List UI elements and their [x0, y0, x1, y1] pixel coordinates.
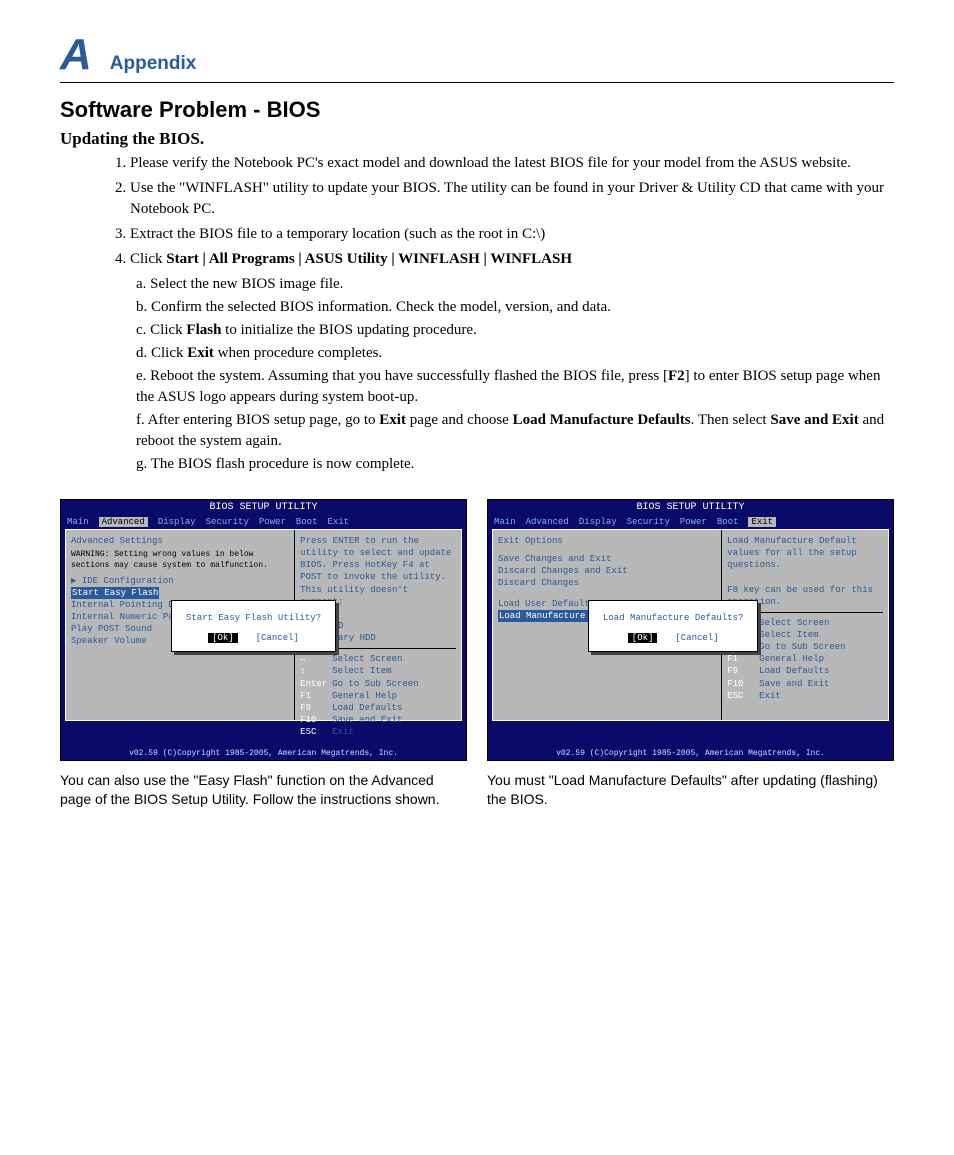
- ok-button[interactable]: [Ok]: [208, 633, 238, 643]
- tab-boot[interactable]: Boot: [296, 517, 318, 527]
- tab-security[interactable]: Security: [206, 517, 249, 527]
- screenshot-right: BIOS SETUP UTILITY Main Advanced Display…: [487, 499, 894, 809]
- tab-display[interactable]: Display: [158, 517, 196, 527]
- bios-right: BIOS SETUP UTILITY Main Advanced Display…: [487, 499, 894, 761]
- dialog-text: Load Manufacture Defaults?: [603, 613, 743, 623]
- menu-ide[interactable]: ▶ IDE Configuration: [71, 575, 289, 587]
- sub-c: c. Click Flash to initialize the BIOS up…: [136, 320, 894, 341]
- tab-advanced[interactable]: Advanced: [99, 517, 148, 527]
- tab-exit[interactable]: Exit: [748, 517, 776, 527]
- cancel-button[interactable]: [Cancel]: [256, 633, 299, 643]
- caption-left: You can also use the "Easy Flash" functi…: [60, 771, 467, 809]
- step-1: Please verify the Notebook PC's exact mo…: [130, 153, 894, 174]
- section-title: Software Problem - BIOS: [60, 97, 894, 123]
- menu-discard[interactable]: Discard Changes: [498, 577, 716, 589]
- appendix-title: Appendix: [110, 53, 197, 75]
- sub-a: a. Select the new BIOS image file.: [136, 274, 894, 295]
- warning-text: WARNING: Setting wrong values in below s…: [71, 550, 289, 572]
- bios-title: BIOS SETUP UTILITY: [61, 500, 466, 515]
- tab-display[interactable]: Display: [579, 517, 617, 527]
- screenshot-left: BIOS SETUP UTILITY Main Advanced Display…: [60, 499, 467, 809]
- cancel-button[interactable]: [Cancel]: [675, 633, 718, 643]
- menu-save-exit[interactable]: Save Changes and Exit: [498, 553, 716, 565]
- appendix-letter: A: [60, 30, 92, 80]
- bios-footer: v02.59 (C)Copyright 1985-2005, American …: [61, 747, 466, 760]
- step-4: Click Start | All Programs | ASUS Utilit…: [130, 249, 894, 270]
- tab-main[interactable]: Main: [494, 517, 516, 527]
- panel-heading: Exit Options: [498, 535, 716, 547]
- screenshots-row: BIOS SETUP UTILITY Main Advanced Display…: [60, 499, 894, 809]
- subsection-title: Updating the BIOS.: [60, 129, 894, 149]
- sub-e: e. Reboot the system. Assuming that you …: [136, 366, 894, 408]
- tab-power[interactable]: Power: [680, 517, 707, 527]
- sub-f: f. After entering BIOS setup page, go to…: [136, 410, 894, 452]
- panel-heading: Advanced Settings: [71, 535, 289, 547]
- tab-power[interactable]: Power: [259, 517, 286, 527]
- bios-tabs: Main Advanced Display Security Power Boo…: [61, 515, 466, 529]
- tab-boot[interactable]: Boot: [717, 517, 739, 527]
- easyflash-dialog: Start Easy Flash Utility? [Ok] [Cancel]: [171, 600, 336, 652]
- menu-discard-exit[interactable]: Discard Changes and Exit: [498, 565, 716, 577]
- bios-left: BIOS SETUP UTILITY Main Advanced Display…: [60, 499, 467, 761]
- tab-exit[interactable]: Exit: [327, 517, 349, 527]
- substeps: a. Select the new BIOS image file. b. Co…: [60, 274, 894, 475]
- key-hints: ↔Select Screen↕Select ItemEnterGo to Sub…: [300, 653, 456, 738]
- sub-d: d. Click Exit when procedure completes.: [136, 343, 894, 364]
- bios-tabs: Main Advanced Display Security Power Boo…: [488, 515, 893, 529]
- page-header: A Appendix: [60, 30, 894, 83]
- step-2: Use the "WINFLASH" utility to update you…: [130, 178, 894, 220]
- sub-g: g. The BIOS flash procedure is now compl…: [136, 454, 894, 475]
- tab-security[interactable]: Security: [627, 517, 670, 527]
- menu-easyflash[interactable]: Start Easy Flash: [71, 587, 159, 599]
- ok-button[interactable]: [Ok]: [628, 633, 658, 643]
- sub-b: b. Confirm the selected BIOS information…: [136, 297, 894, 318]
- defaults-dialog: Load Manufacture Defaults? [Ok] [Cancel]: [588, 600, 758, 652]
- bios-title: BIOS SETUP UTILITY: [488, 500, 893, 515]
- step-3: Extract the BIOS file to a temporary loc…: [130, 224, 894, 245]
- steps-list: Please verify the Notebook PC's exact mo…: [60, 153, 894, 270]
- caption-right: You must "Load Manufacture Defaults" aft…: [487, 771, 894, 809]
- dialog-text: Start Easy Flash Utility?: [186, 613, 321, 623]
- tab-advanced[interactable]: Advanced: [526, 517, 569, 527]
- tab-main[interactable]: Main: [67, 517, 89, 527]
- bios-footer: v02.59 (C)Copyright 1985-2005, American …: [488, 747, 893, 760]
